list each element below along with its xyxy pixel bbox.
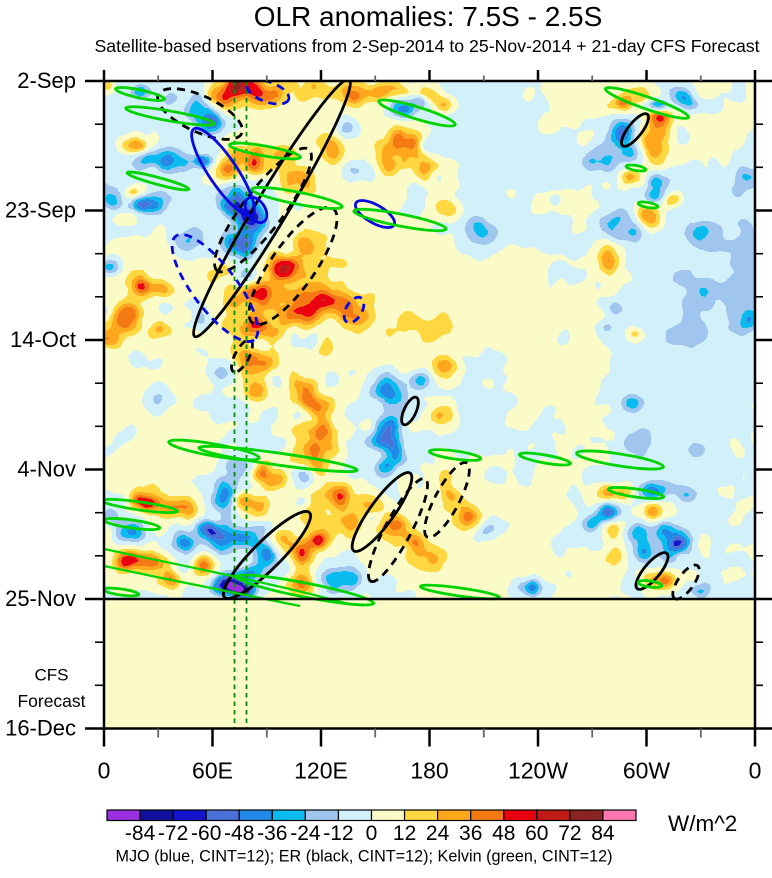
- svg-text:MJO (blue, CINT=12); ER (black: MJO (blue, CINT=12); ER (black, CINT=12)…: [115, 848, 612, 866]
- svg-text:180: 180: [410, 758, 448, 784]
- svg-text:120W: 120W: [508, 758, 568, 784]
- svg-text:Satellite-based bservations fr: Satellite-based bservations from 2-Sep-2…: [94, 36, 759, 56]
- svg-text:24: 24: [426, 822, 450, 845]
- svg-text:Forecast: Forecast: [17, 691, 85, 711]
- svg-text:-72: -72: [158, 822, 188, 845]
- svg-text:14-Oct: 14-Oct: [10, 327, 76, 352]
- svg-text:84: 84: [591, 822, 615, 845]
- svg-text:-84: -84: [125, 822, 156, 845]
- svg-text:-24: -24: [290, 822, 321, 845]
- svg-text:23-Sep: 23-Sep: [5, 198, 76, 223]
- svg-text:48: 48: [492, 822, 515, 845]
- svg-text:4-Nov: 4-Nov: [17, 457, 76, 482]
- svg-text:CFS: CFS: [35, 666, 69, 685]
- svg-text:-36: -36: [257, 822, 287, 845]
- svg-text:16-Dec: 16-Dec: [5, 716, 76, 741]
- svg-text:2-Sep: 2-Sep: [17, 68, 76, 93]
- svg-text:-12: -12: [323, 822, 353, 845]
- svg-text:60E: 60E: [192, 758, 233, 784]
- svg-text:0: 0: [98, 758, 111, 784]
- svg-text:12: 12: [393, 822, 416, 845]
- svg-text:25-Nov: 25-Nov: [5, 586, 76, 611]
- svg-text:72: 72: [558, 822, 581, 845]
- svg-text:60: 60: [525, 822, 548, 845]
- svg-text:60W: 60W: [623, 758, 671, 784]
- svg-text:0: 0: [749, 758, 762, 784]
- svg-text:36: 36: [459, 822, 482, 845]
- svg-text:-60: -60: [191, 822, 221, 845]
- svg-text:W/m^2: W/m^2: [668, 811, 737, 836]
- svg-text:0: 0: [366, 822, 378, 845]
- svg-text:120E: 120E: [294, 758, 348, 784]
- svg-text:-48: -48: [224, 822, 254, 845]
- svg-text:OLR anomalies: 7.5S - 2.5S: OLR anomalies: 7.5S - 2.5S: [254, 1, 603, 32]
